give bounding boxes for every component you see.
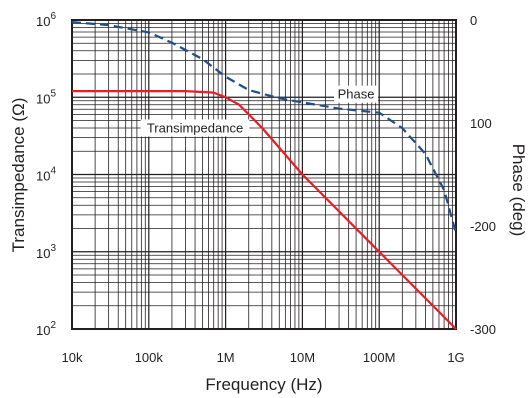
y-right-tick-label: -200	[470, 219, 496, 234]
series-labels: Phase Transimpedance	[140, 85, 379, 137]
tick-base: 10	[36, 91, 50, 106]
y-right-tick-label: 0	[470, 13, 477, 28]
tick-exponent: 2	[50, 320, 56, 331]
series-layer	[71, 21, 458, 330]
series-transimpedance-line	[72, 90, 457, 330]
series-label-transimpedance: Transimpedance	[147, 120, 243, 135]
y-right-tick-label: 100	[470, 116, 492, 131]
series-phase-line	[71, 21, 458, 234]
tick-base: 10	[36, 246, 50, 261]
x-tick-label: 10M	[290, 350, 315, 365]
y-right-tick-label: -300	[470, 322, 496, 337]
series-label-bg-transimpedance	[140, 119, 250, 137]
y-left-tick-label: 103	[36, 243, 56, 261]
tick-exponent: 3	[50, 243, 56, 254]
tick-exponent: 4	[50, 166, 56, 177]
series-label-phase: Phase	[338, 87, 375, 102]
tick-base: 10	[36, 323, 50, 338]
y-left-axis-title: Transimpedance (Ω)	[9, 98, 28, 253]
x-tick-label: 100k	[135, 350, 164, 365]
plot-frame	[71, 19, 457, 330]
x-tick-label: 100M	[363, 350, 396, 365]
y-left-tick-label: 104	[36, 166, 56, 184]
x-tick-labels: 10k 100k 1M 10M 100M 1G	[62, 350, 465, 365]
x-axis-title: Frequency (Hz)	[205, 375, 322, 394]
x-tick-label: 10k	[62, 350, 83, 365]
y-right-axis-title: Phase (deg)	[509, 144, 528, 237]
grid	[72, 20, 456, 329]
y-right-tick-labels: 0 100 -200 -300	[470, 13, 496, 337]
x-tick-label: 1G	[447, 350, 464, 365]
y-left-tick-label: 102	[36, 320, 56, 338]
tick-base: 10	[36, 169, 50, 184]
y-left-tick-label: 105	[36, 88, 56, 106]
series-label-bg-phase	[334, 85, 379, 103]
tick-base: 10	[36, 14, 50, 29]
x-tick-label: 1M	[217, 350, 235, 365]
y-left-tick-label: 106	[36, 11, 56, 29]
tick-exponent: 6	[50, 11, 56, 22]
tick-exponent: 5	[50, 88, 56, 99]
